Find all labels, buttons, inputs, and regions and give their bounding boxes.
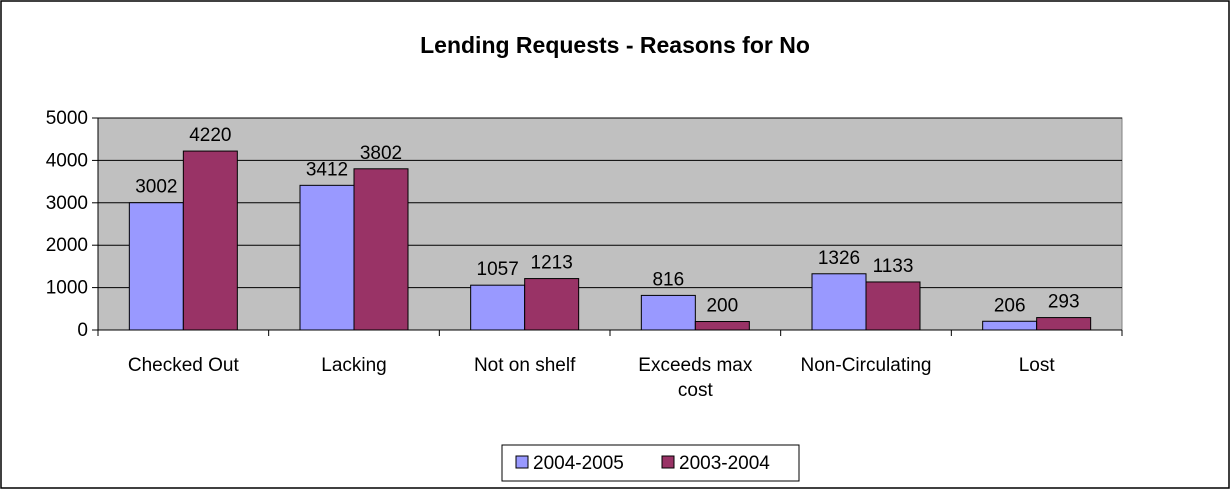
category-label: Checked Out [128,355,240,376]
bar [641,295,695,330]
legend: 2004-2005 2003-2004 [502,445,799,481]
data-label: 1213 [531,253,573,274]
y-tick-label: 1000 [46,278,88,299]
data-label: 3002 [135,177,177,198]
data-label: 200 [706,296,738,317]
legend-swatch [516,456,528,468]
bar [183,151,237,330]
data-label: 3802 [360,143,402,164]
y-tick-label: 5000 [46,108,88,129]
data-label: 1133 [873,256,914,277]
data-label: 206 [994,295,1026,316]
bar [300,185,354,330]
bar [866,282,920,330]
data-label: 3412 [306,159,348,180]
category-label: Exceeds max [638,355,753,376]
data-label: 4220 [189,125,231,146]
data-label: 1326 [818,248,860,269]
bar [695,322,749,330]
bar [525,279,579,330]
bar [129,203,183,330]
bar [812,274,866,330]
y-tick-label: 4000 [46,150,88,171]
bar [983,321,1037,330]
data-label: 816 [652,269,684,290]
bar [471,285,525,330]
category-label: Lacking [321,355,387,376]
legend-label: 2003-2004 [679,453,770,474]
data-label: 293 [1048,292,1080,313]
bar [354,169,408,330]
y-tick-label: 2000 [46,235,88,256]
legend-swatch [662,456,674,468]
plot-area [98,118,1122,330]
legend-label: 2004-2005 [533,453,624,474]
category-label: Non-Circulating [801,355,932,376]
y-tick-label: 3000 [46,193,88,214]
category-label: Lost [1019,355,1056,376]
category-label: cost [678,380,714,401]
chart-title: Lending Requests - Reasons for No [420,32,810,58]
category-label: Not on shelf [474,355,576,376]
data-label: 1057 [477,259,519,280]
bar [1037,318,1091,330]
y-tick-label: 0 [77,320,88,341]
